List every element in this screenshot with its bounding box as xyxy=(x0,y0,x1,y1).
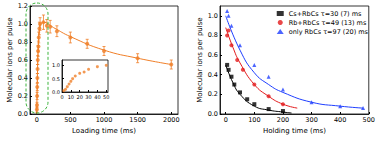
svg-text:only RbCs τ=97 (20) ms: only RbCs τ=97 (20) ms xyxy=(289,28,369,36)
svg-text:200: 200 xyxy=(277,116,289,124)
svg-text:0.0: 0.0 xyxy=(18,110,28,118)
svg-text:500: 500 xyxy=(363,116,375,124)
svg-text:0.0: 0.0 xyxy=(52,89,60,95)
svg-text:0.5: 0.5 xyxy=(52,76,60,82)
svg-text:Molecular ions per pulse: Molecular ions per pulse xyxy=(6,17,14,102)
svg-text:0.4: 0.4 xyxy=(208,71,218,79)
svg-text:Holding time (ms): Holding time (ms) xyxy=(263,127,326,135)
svg-text:1.0: 1.0 xyxy=(17,20,28,28)
svg-text:0: 0 xyxy=(224,116,228,124)
svg-text:40: 40 xyxy=(94,94,100,100)
svg-text:10: 10 xyxy=(68,94,74,100)
svg-text:0.4: 0.4 xyxy=(17,74,28,82)
svg-text:300: 300 xyxy=(305,116,317,124)
svg-text:1.0: 1.0 xyxy=(208,12,218,20)
svg-text:0.6: 0.6 xyxy=(208,51,218,59)
svg-text:1500: 1500 xyxy=(129,116,146,124)
svg-text:0.2: 0.2 xyxy=(208,90,218,98)
svg-text:0.0: 0.0 xyxy=(208,110,218,118)
svg-text:0.6: 0.6 xyxy=(17,56,28,64)
svg-text:1000: 1000 xyxy=(96,116,113,124)
svg-text:2000: 2000 xyxy=(163,116,180,124)
svg-text:0.2: 0.2 xyxy=(17,92,28,100)
svg-text:500: 500 xyxy=(64,116,76,124)
svg-text:Rb+RbCs τ=49 (13) ms: Rb+RbCs τ=49 (13) ms xyxy=(289,19,367,27)
svg-text:100: 100 xyxy=(248,116,260,124)
svg-text:1.0: 1.0 xyxy=(52,62,60,68)
svg-text:0.8: 0.8 xyxy=(17,38,28,46)
svg-text:400: 400 xyxy=(334,116,346,124)
svg-text:Loading time (ms): Loading time (ms) xyxy=(72,127,136,135)
svg-text:0.8: 0.8 xyxy=(208,31,218,39)
svg-text:Molecular ions per pulse: Molecular ions per pulse xyxy=(196,17,204,102)
svg-text:Cs+RbCs τ=30 (7) ms: Cs+RbCs τ=30 (7) ms xyxy=(289,10,362,18)
svg-text:0: 0 xyxy=(35,116,39,124)
svg-text:20: 20 xyxy=(77,94,83,100)
svg-text:0: 0 xyxy=(60,94,63,100)
svg-text:30: 30 xyxy=(85,94,91,100)
svg-text:1.2: 1.2 xyxy=(18,2,28,10)
svg-text:50: 50 xyxy=(103,94,109,100)
